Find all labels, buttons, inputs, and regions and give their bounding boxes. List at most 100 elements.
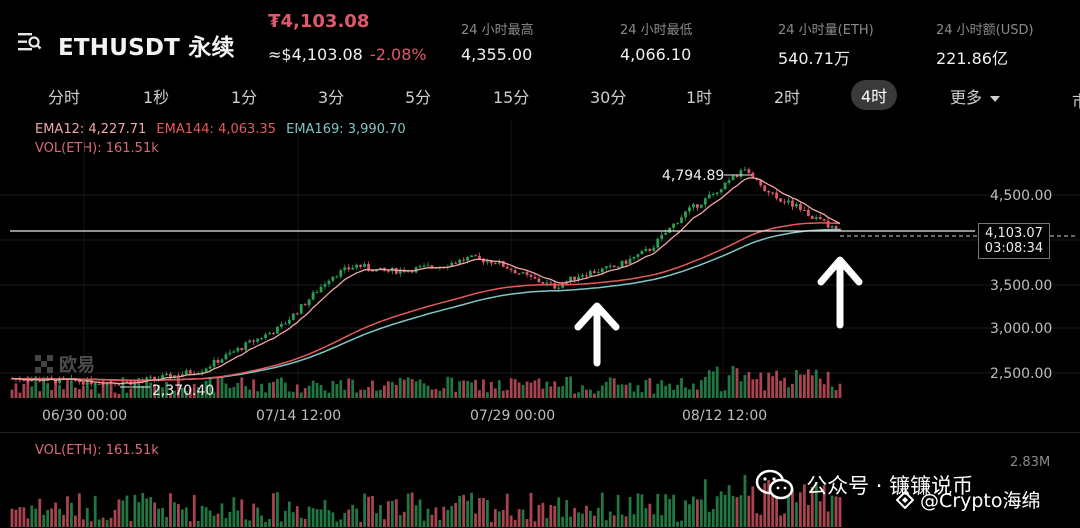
volume-bar: [489, 521, 493, 527]
volume-bar: [311, 508, 315, 527]
volume-bar: [509, 515, 513, 527]
volume-bar: [62, 389, 65, 398]
volume-bar: [624, 516, 628, 527]
tab-1h[interactable]: 1时: [686, 88, 713, 107]
volume-bar: [569, 376, 573, 398]
volume-bar: [802, 374, 806, 398]
volume-bar: [295, 384, 299, 398]
price-chart[interactable]: EMA12: 4,227.71 EMA144: 4,063.35 EMA169:…: [0, 120, 1080, 430]
tab-15m[interactable]: 15分: [493, 88, 530, 107]
okx-logo: 欧易: [35, 354, 95, 376]
volume-bar: [660, 515, 664, 527]
candle: [783, 201, 786, 203]
stat-24h-low-value: 4,066.10: [620, 45, 692, 64]
tab-4h[interactable]: 4时: [851, 80, 898, 110]
volume-bar: [379, 389, 382, 398]
volume-bar: [767, 480, 771, 527]
volume-bar: [81, 519, 85, 527]
volume-bar: [331, 512, 335, 527]
volume-bar: [109, 379, 113, 398]
candle: [220, 359, 224, 363]
tab-1m[interactable]: 1分: [231, 88, 258, 107]
volume-bar: [414, 505, 418, 527]
volume-bar: [299, 392, 303, 398]
volume-bar: [196, 521, 200, 527]
candle: [699, 204, 703, 208]
candle: [549, 282, 553, 284]
volume-bar: [236, 510, 240, 527]
candle: [216, 359, 220, 363]
tab-5m[interactable]: 5分: [405, 88, 432, 107]
tab-30m[interactable]: 30分: [590, 88, 627, 107]
volume-bar: [42, 514, 46, 527]
volume-bar: [89, 389, 93, 398]
volume-bar: [133, 384, 137, 398]
volume-bar: [125, 495, 129, 527]
volume-bar: [390, 382, 394, 398]
candle: [97, 383, 101, 385]
volume-bar: [145, 498, 149, 527]
symbol-title[interactable]: ETHUSDT 永续: [58, 35, 235, 61]
approx-usd-price: ≈$4,103.08: [268, 45, 363, 64]
volume-bar: [581, 513, 584, 527]
ema144-label: EMA144: 4,063.35: [156, 122, 276, 137]
volume-bar: [236, 383, 240, 398]
price-chart-svg: 欧易 4,500.00 3,500.00 3,000.00 2,500.00 0…: [0, 120, 1080, 424]
candle: [517, 273, 521, 275]
volume-bar: [830, 386, 834, 398]
volume-bar: [482, 497, 485, 527]
volume-bar: [303, 388, 307, 398]
candle: [640, 250, 644, 255]
volume-panel[interactable]: VOL(ETH): 161.51k 2.83M: [0, 432, 1080, 528]
volume-bar: [775, 494, 779, 527]
candle: [165, 373, 168, 376]
volume-bar: [529, 492, 533, 527]
tab-2h[interactable]: 2时: [774, 88, 801, 107]
tab-more[interactable]: 更多: [950, 84, 1001, 108]
volume-bar: [640, 494, 644, 527]
volume-bar: [279, 521, 283, 527]
volume-bar: [830, 495, 834, 527]
volume-bar: [814, 369, 818, 398]
candle: [513, 270, 517, 274]
volume-bar: [470, 492, 473, 527]
volume-bar: [228, 511, 232, 527]
tab-1s[interactable]: 1秒: [143, 88, 170, 107]
candle: [616, 266, 620, 268]
volume-bar: [699, 499, 703, 527]
tab-3m[interactable]: 3分: [318, 88, 345, 107]
volume-bar: [410, 492, 414, 527]
volume-bar: [359, 521, 363, 527]
volume-bar: [735, 368, 739, 398]
volume-bar: [38, 498, 42, 527]
menu-icon[interactable]: [18, 31, 42, 53]
volume-bar: [295, 506, 299, 527]
diamond-logo-icon: [895, 490, 915, 509]
candle: [283, 323, 287, 325]
volume-bar: [406, 493, 410, 527]
volume-bar: [763, 390, 767, 398]
candle: [279, 324, 283, 327]
candle: [422, 265, 426, 267]
volume-bar: [422, 520, 426, 527]
y-tick-label: 2,500.00: [990, 366, 1052, 382]
volume-bar: [644, 379, 648, 398]
volume-bar: [458, 495, 462, 527]
volume-bar: [121, 500, 125, 527]
volume-bar: [533, 521, 537, 527]
volume-bar: [311, 380, 315, 398]
volume-bar: [553, 381, 557, 398]
volume-bar: [34, 508, 38, 527]
tab-timeline[interactable]: 分时: [48, 88, 81, 107]
volume-bar: [58, 508, 61, 527]
volume-bar: [46, 383, 50, 398]
volume-bar: [343, 512, 347, 527]
candle: [826, 220, 830, 228]
candle: [652, 247, 656, 251]
volume-bar: [814, 482, 818, 527]
candle: [315, 292, 319, 294]
volume-bar: [818, 378, 822, 398]
candle: [624, 260, 628, 264]
volume-bar: [450, 377, 454, 398]
ema-legend: EMA12: 4,227.71 EMA144: 4,063.35 EMA169:…: [35, 122, 406, 137]
